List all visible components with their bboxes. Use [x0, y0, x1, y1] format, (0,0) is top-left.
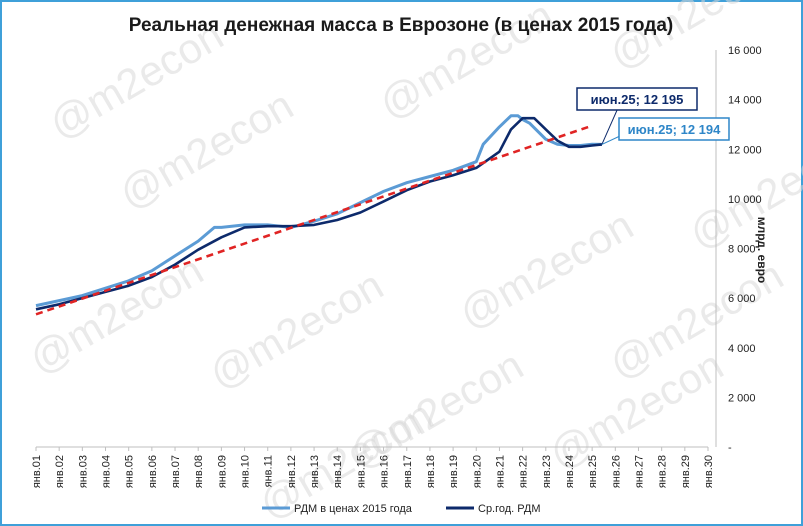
watermark-text: @m2econ [681, 121, 803, 258]
x-tick-label: янв.19 [448, 455, 460, 488]
x-tick-label: янв.26 [610, 455, 622, 488]
y-tick-label: 14 000 [728, 95, 762, 107]
chart-title: Реальная денежная масса в Еврозоне (в це… [129, 15, 674, 36]
y-tick-label: 2 000 [728, 392, 756, 404]
x-tick-label: янв.22 [518, 455, 530, 488]
x-tick-label: янв.25 [587, 455, 599, 488]
y-tick-label: 8 000 [728, 244, 756, 256]
y-tick-label: 6 000 [728, 293, 756, 305]
series-line-avg [35, 116, 603, 311]
x-tick-label: янв.16 [379, 455, 391, 488]
x-tick-label: янв.27 [633, 455, 645, 488]
x-tick-label: янв.24 [564, 455, 576, 488]
y-tick-label: 10 000 [728, 194, 762, 206]
y-tick-label: - [728, 442, 732, 454]
x-tick-label: янв.11 [263, 455, 275, 487]
y-tick-label: 12 000 [728, 144, 762, 156]
x-tick-label: янв.14 [332, 455, 344, 488]
watermark-text: @m2econ [21, 246, 211, 383]
y-axis-title: млрд. евро [755, 217, 769, 284]
watermark-text: @m2econ [451, 201, 641, 338]
x-tick-label: янв.12 [286, 455, 298, 488]
x-tick-label: янв.20 [471, 455, 483, 488]
annotation-box [618, 117, 730, 141]
annotation-label: июн.25; 12 194 [628, 122, 721, 137]
x-tick-label: янв.08 [193, 455, 205, 488]
annotation-label: июн.25; 12 195 [591, 92, 684, 107]
x-tick-label: янв.30 [703, 455, 715, 488]
x-tick-label: янв.03 [77, 455, 89, 488]
x-tick-label: янв.07 [170, 455, 182, 488]
x-tick-label: янв.01 [31, 455, 43, 488]
x-tick-label: янв.21 [494, 455, 506, 488]
y-tick-label: 4 000 [728, 343, 756, 355]
y-tick-label: 16 000 [728, 45, 762, 57]
x-tick-label: янв.13 [309, 455, 321, 488]
x-tick-label: янв.02 [54, 455, 66, 488]
x-tick-label: янв.15 [355, 455, 367, 488]
annotation-leader-line [601, 135, 621, 145]
x-tick-label: янв.09 [216, 455, 228, 488]
x-tick-label: янв.28 [657, 455, 669, 488]
x-tick-label: янв.18 [425, 455, 437, 488]
annotation-leader-line [601, 107, 619, 145]
x-tick-label: янв.29 [680, 455, 692, 488]
watermark-text: @m2econ [201, 261, 391, 398]
trend-line [35, 124, 593, 316]
x-tick-label: янв.23 [541, 455, 553, 488]
x-tick-label: янв.06 [147, 455, 159, 488]
x-tick-label: янв.10 [240, 455, 252, 488]
x-tick-label: янв.05 [124, 455, 136, 488]
legend-label: РДМ в ценах 2015 года [294, 503, 413, 515]
series-line-rdm [35, 114, 602, 308]
watermark-text: @m2econ [601, 0, 791, 78]
legend-label: Ср.год. РДМ [478, 503, 541, 515]
annotation-box [576, 87, 698, 111]
x-tick-label: янв.17 [402, 455, 414, 488]
x-tick-label: янв.04 [101, 455, 113, 488]
